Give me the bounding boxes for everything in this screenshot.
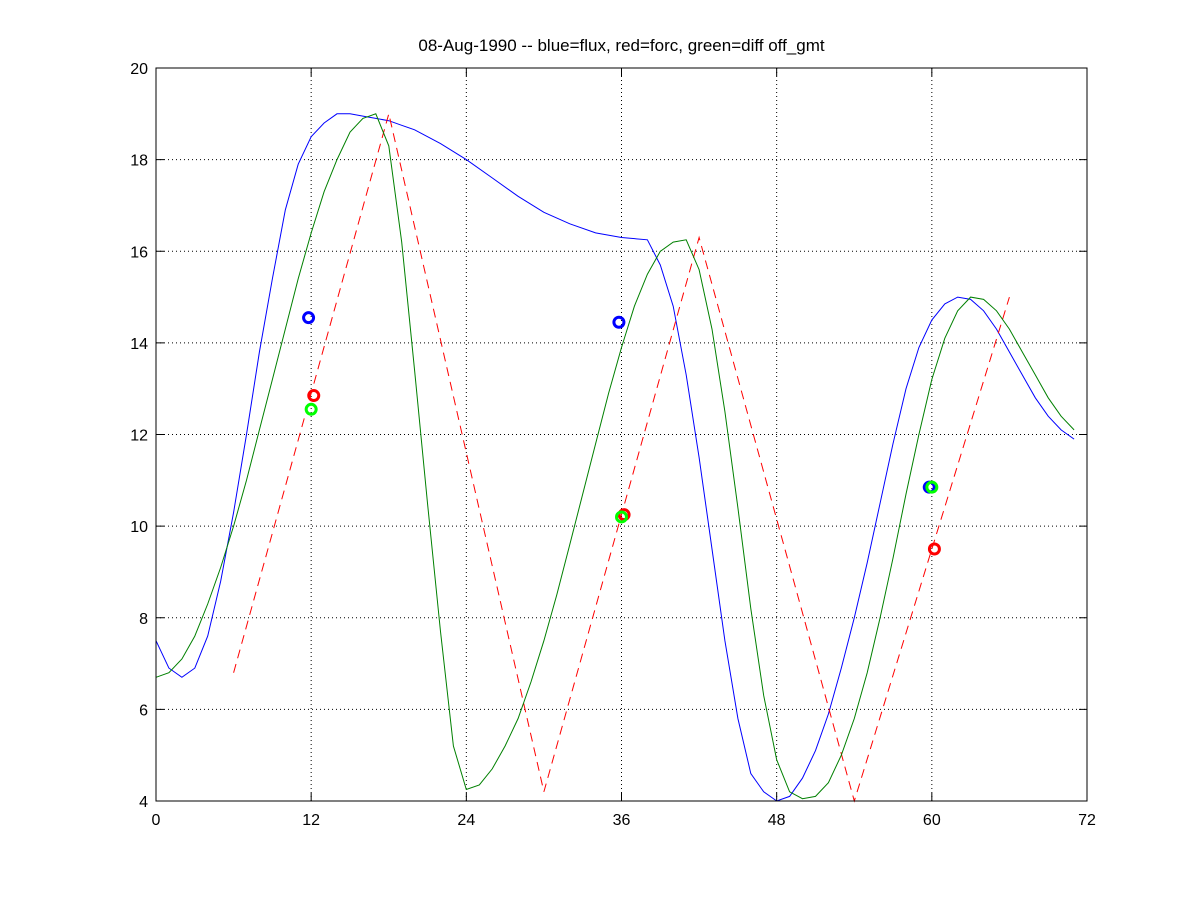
grid-lines bbox=[156, 68, 1087, 801]
series-line-1 bbox=[233, 113, 1010, 803]
x-tick-label: 12 bbox=[302, 812, 320, 829]
series-lines bbox=[155, 113, 1075, 803]
y-tick-label: 20 bbox=[130, 61, 148, 78]
marker-point-5 bbox=[615, 510, 628, 524]
y-tick-label: 18 bbox=[130, 153, 148, 170]
y-tick-label: 6 bbox=[139, 702, 148, 719]
x-tick-label: 60 bbox=[923, 812, 941, 829]
marker-point-1 bbox=[307, 389, 321, 403]
y-tick-label: 10 bbox=[130, 519, 148, 536]
axis-ticks: 0 12 24 36 48 60 72 4 6 8 10 12 14 16 18 20 bbox=[130, 61, 1096, 829]
x-tick-label: 48 bbox=[768, 812, 786, 829]
marker-point-7 bbox=[925, 480, 939, 494]
marker-point-0 bbox=[302, 311, 316, 325]
y-tick-label: 8 bbox=[139, 611, 148, 628]
x-tick-label: 72 bbox=[1078, 812, 1096, 829]
markers bbox=[302, 311, 941, 556]
y-tick-label: 4 bbox=[139, 794, 148, 811]
x-tick-label: 36 bbox=[613, 812, 631, 829]
series-line-0 bbox=[155, 113, 1075, 802]
marker-point-2 bbox=[304, 402, 318, 416]
series-line-2 bbox=[155, 113, 1075, 800]
x-tick-label: 0 bbox=[152, 812, 161, 829]
y-tick-label: 16 bbox=[130, 244, 148, 261]
marker-point-3 bbox=[612, 315, 626, 329]
y-tick-label: 12 bbox=[130, 428, 148, 445]
x-tick-label: 24 bbox=[457, 812, 475, 829]
axes-frame bbox=[155, 67, 1088, 802]
chart-title: 08-Aug-1990 -- blue=flux, red=forc, gree… bbox=[418, 36, 825, 55]
marker-point-8 bbox=[927, 542, 941, 556]
y-tick-label: 14 bbox=[130, 336, 148, 353]
